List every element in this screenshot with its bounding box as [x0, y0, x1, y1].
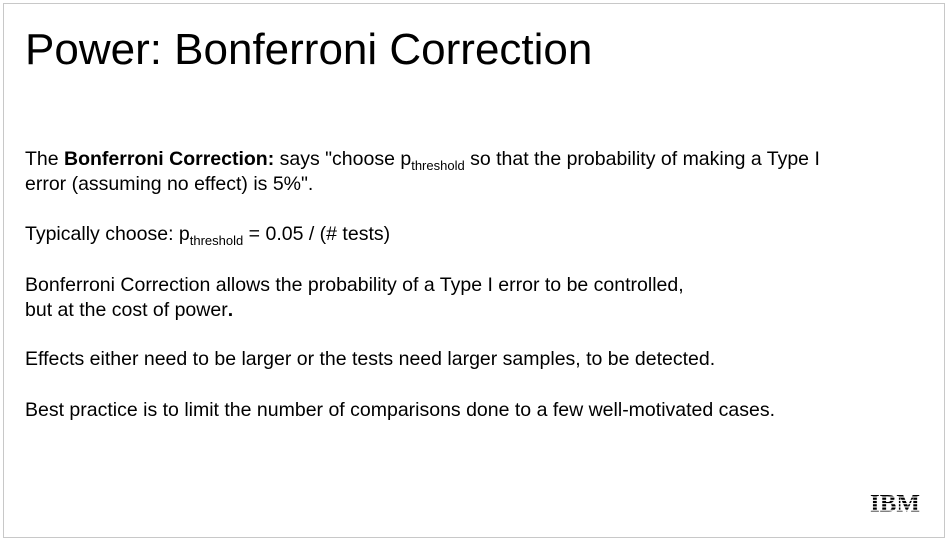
p1-line2: error (assuming no effect) is 5%".	[25, 173, 314, 195]
p2-after-sub: = 0.05 / (# tests)	[243, 223, 391, 245]
p1-bold-term: Bonferroni Correction:	[64, 148, 275, 170]
slide: Power: Bonferroni Correction The Bonferr…	[3, 3, 945, 538]
p1-prefix: The	[25, 148, 65, 170]
paragraph-bonferroni-definition: The Bonferroni Correction: says "choose …	[25, 147, 820, 197]
p3-line2-bold: .	[227, 299, 234, 321]
ibm-logo: IBM	[870, 491, 920, 513]
p1-after-sub: so that the probability of making a Type…	[464, 148, 820, 170]
paragraph-best-practice: Best practice is to limit the number of …	[25, 399, 775, 421]
paragraph-power-cost: Bonferroni Correction allows the probabi…	[25, 273, 684, 323]
p1-subscript: threshold	[411, 158, 465, 173]
p2-before-sub: Typically choose: p	[25, 223, 190, 245]
p3-line1: Bonferroni Correction allows the probabi…	[25, 274, 684, 296]
paragraph-effects: Effects either need to be larger or the …	[25, 348, 716, 370]
slide-title: Power: Bonferroni Correction	[25, 25, 593, 74]
ibm-logo-text: IBM	[870, 491, 920, 513]
p1-before-sub: says "choose p	[274, 148, 412, 170]
paragraph-typical-choice: Typically choose: pthreshold = 0.05 / (#…	[25, 222, 390, 247]
p3-line2: but at the cost of power	[25, 299, 228, 321]
p2-subscript: threshold	[189, 233, 244, 248]
